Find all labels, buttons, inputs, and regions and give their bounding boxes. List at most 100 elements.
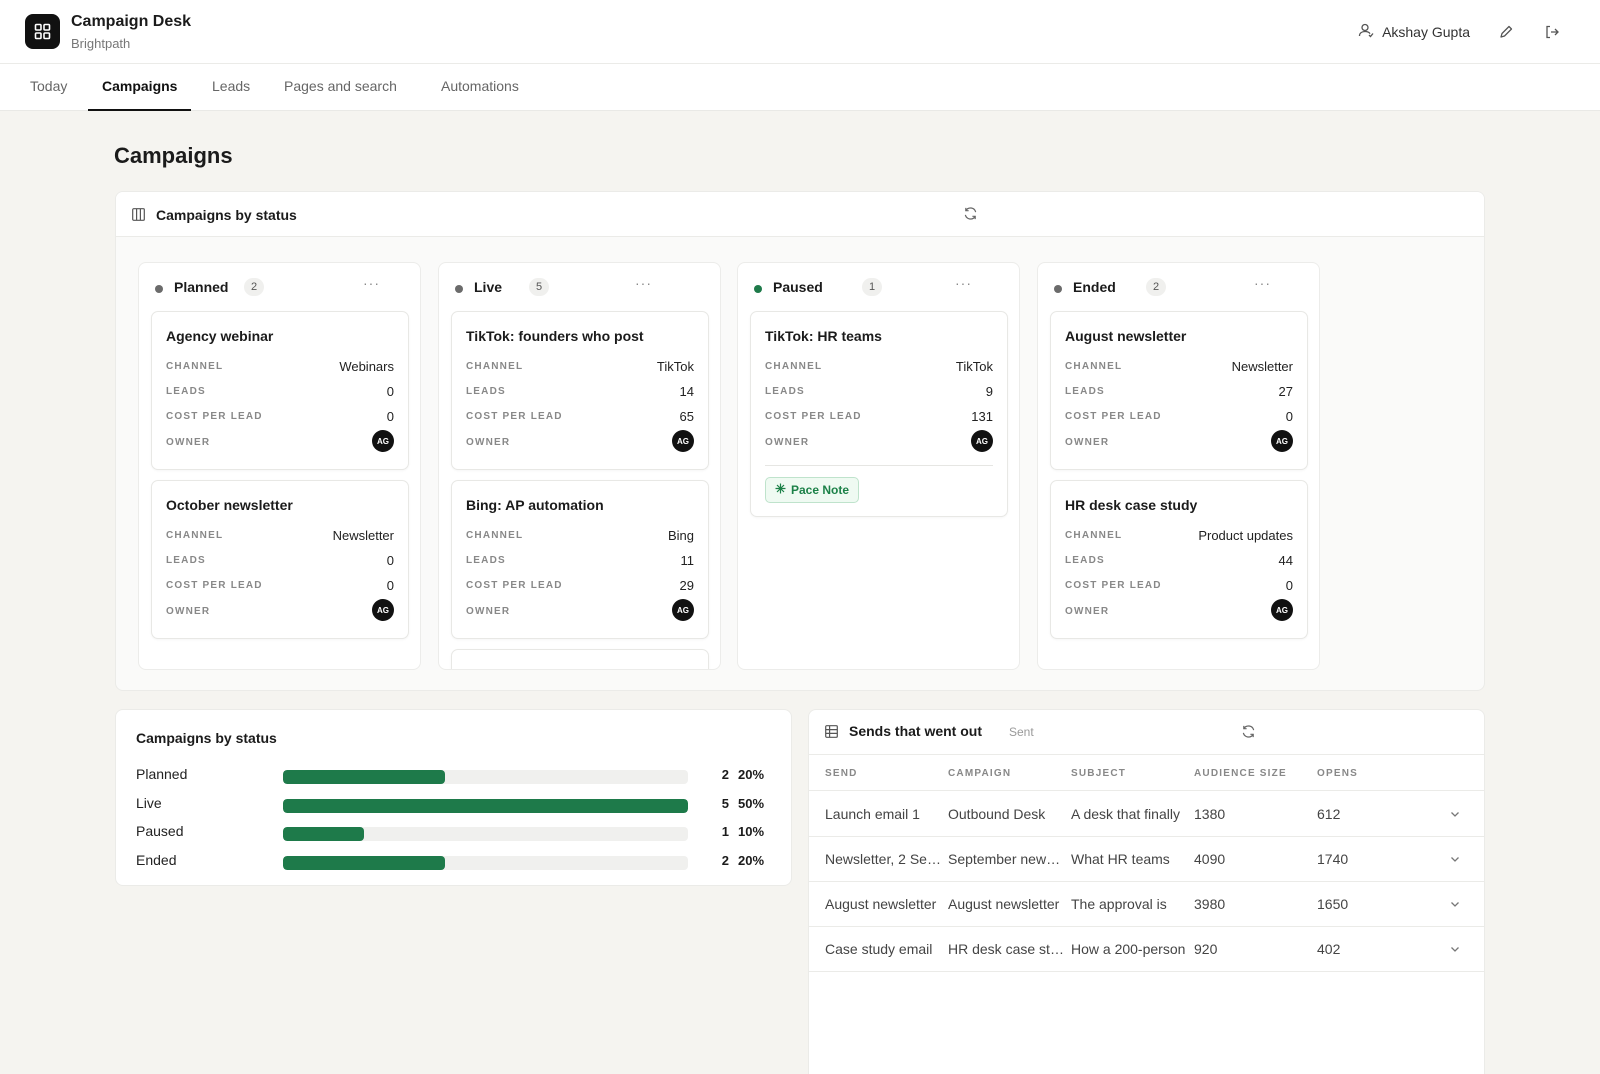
chevron-down-icon[interactable] <box>1449 897 1461 915</box>
chevron-down-icon[interactable] <box>1449 942 1461 960</box>
campaign-card[interactable]: October newsletter CHANNEL Newsletter LEADS… <box>151 480 409 639</box>
cell-opens: 1650 <box>1317 896 1349 912</box>
refresh-icon[interactable] <box>1241 724 1256 744</box>
table-row[interactable]: August newsletter August newsletter The ap… <box>809 882 1484 927</box>
bar-label: Planned <box>136 766 188 782</box>
cell-send: Case study email <box>825 941 933 957</box>
field-value: 0 <box>1285 578 1293 593</box>
cell-subject: The approval is <box>1071 896 1167 912</box>
cell-campaign: September newsletter <box>948 851 1066 867</box>
field-value: 131 <box>971 409 993 424</box>
campaign-card[interactable]: August newsletter CHANNEL Newsletter LEADS 2… <box>1050 311 1308 470</box>
column-title: Live <box>474 279 503 295</box>
avatar: AG <box>971 430 993 452</box>
field-label: LEADS <box>1065 386 1105 397</box>
bar-track <box>283 770 688 784</box>
cell-audience: 3980 <box>1194 896 1226 912</box>
more-options-icon[interactable]: ··· <box>635 275 652 291</box>
cell-audience: 1380 <box>1194 806 1226 822</box>
bar-row: Planned 2 20% <box>116 763 791 785</box>
campaign-card[interactable]: Agency webinar CHANNEL Webinars LEADS 0 COST … <box>151 311 409 470</box>
board-title: Campaigns by status <box>156 207 297 223</box>
top-bar: Campaign Desk Brightpath Akshay Gupta <box>0 0 1600 64</box>
column-title: Planned <box>174 279 229 295</box>
column-title: Ended <box>1073 279 1116 295</box>
table-row[interactable]: Newsletter, 2 September September newslet… <box>809 837 1484 882</box>
chevron-down-icon[interactable] <box>1449 852 1461 870</box>
field-label: CHANNEL <box>166 530 224 541</box>
tab-today[interactable]: Today <box>30 78 68 94</box>
board-column-live: Live 5 ··· TikTok: founders who post CHANNEL… <box>438 262 721 670</box>
cell-opens: 612 <box>1317 806 1341 822</box>
table-row[interactable]: Case study email HR desk case study How a … <box>809 927 1484 972</box>
cell-subject: A desk that finally <box>1071 806 1180 822</box>
field-label: COST PER LEAD <box>166 411 263 422</box>
user-icon <box>1358 22 1374 41</box>
column-header[interactable]: CAMPAIGN <box>948 768 1012 779</box>
refresh-icon[interactable] <box>963 206 978 226</box>
column-header: Live 5 ··· <box>439 263 720 307</box>
campaign-card[interactable]: HR desk case study CHANNEL Product updates… <box>1050 480 1308 639</box>
user-name: Akshay Gupta <box>1382 23 1470 40</box>
column-header[interactable]: OPENS <box>1317 768 1359 779</box>
column-count-badge: 2 <box>244 278 264 296</box>
campaign-card[interactable]: September newsletter <box>451 649 709 669</box>
field-label: LEADS <box>1065 555 1105 566</box>
bar-value: 2 <box>721 852 729 868</box>
column-header[interactable]: AUDIENCE SIZE <box>1194 768 1287 779</box>
column-header: Planned 2 ··· <box>139 263 420 307</box>
pace-note-tag[interactable]: Pace Note <box>765 477 860 503</box>
cell-send: August newsletter <box>825 896 937 912</box>
avatar: AG <box>1271 599 1293 621</box>
tab-campaigns[interactable]: Campaigns <box>88 64 192 111</box>
user-menu[interactable]: Akshay Gupta <box>1358 22 1470 41</box>
tab-leads[interactable]: Leads <box>212 78 251 94</box>
campaign-card[interactable]: Bing: AP automation CHANNEL Bing LEADS 11 COS… <box>451 480 709 639</box>
page-title: Campaigns <box>114 143 233 168</box>
card-title: Agency webinar <box>166 328 274 344</box>
more-options-icon[interactable]: ··· <box>955 275 972 291</box>
avatar: AG <box>1271 430 1293 452</box>
bar-label: Live <box>136 794 162 811</box>
divider <box>765 465 993 466</box>
field-value: 14 <box>679 384 694 399</box>
campaign-card[interactable]: TikTok: founders who post CHANNEL TikTok LE… <box>451 311 709 470</box>
cell-opens: 1740 <box>1317 851 1349 867</box>
status-dot <box>1054 285 1062 293</box>
logout-icon[interactable] <box>1542 22 1562 42</box>
pencil-icon[interactable] <box>1496 22 1516 42</box>
columns-icon <box>132 208 145 226</box>
bar-label: Ended <box>136 851 177 868</box>
field-label: COST PER LEAD <box>1065 411 1162 422</box>
more-options-icon[interactable]: ··· <box>363 275 380 291</box>
bar <box>283 798 688 813</box>
board-column-ended: Ended 2 ··· August newsletter CHANNEL Newslet… <box>1037 262 1320 670</box>
chevron-down-icon[interactable] <box>1449 807 1461 825</box>
avatar: AG <box>372 599 394 621</box>
field-value: 11 <box>680 553 695 568</box>
field-value: 65 <box>679 409 694 424</box>
column-header[interactable]: SEND <box>825 768 858 779</box>
cell-audience: 4090 <box>1194 851 1226 867</box>
cell-opens: 402 <box>1317 941 1341 957</box>
tab-automations[interactable]: Automations <box>441 78 519 94</box>
field-value: TikTok <box>955 359 993 374</box>
board-header: Campaigns by status <box>116 192 1484 237</box>
campaign-card[interactable]: TikTok: HR teams CHANNEL TikTok LEADS 9 COST … <box>750 311 1008 517</box>
column-header: Ended 2 ··· <box>1038 263 1319 307</box>
field-label: OWNER <box>166 437 211 448</box>
bar-value: 1 <box>721 824 729 839</box>
sends-title: Sends that went out <box>849 723 982 739</box>
table-icon <box>825 725 838 743</box>
field-label: CHANNEL <box>765 361 823 372</box>
field-label: OWNER <box>1065 437 1110 448</box>
field-label: LEADS <box>466 555 506 566</box>
table-row[interactable]: Launch email 1 Outbound Desk A desk that f… <box>809 792 1484 837</box>
more-options-icon[interactable]: ··· <box>1254 275 1271 291</box>
tab-pages-and-search[interactable]: Pages and search <box>284 78 397 94</box>
bar-label: Paused <box>136 823 184 839</box>
cell-subject: What HR teams <box>1071 851 1170 867</box>
field-label: COST PER LEAD <box>1065 580 1162 591</box>
column-header[interactable]: SUBJECT <box>1071 768 1127 779</box>
grid-icon[interactable] <box>25 14 60 49</box>
